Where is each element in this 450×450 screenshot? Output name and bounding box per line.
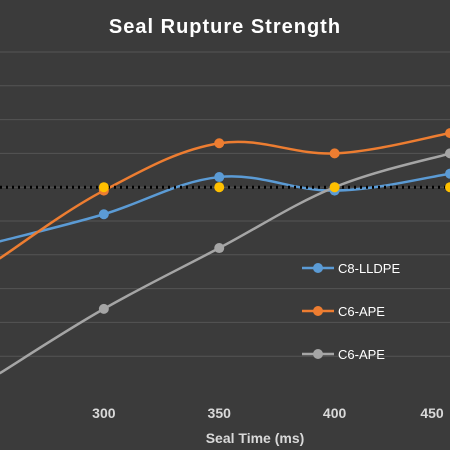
data-point [445, 148, 450, 159]
x-tick-label: 400 [323, 405, 347, 421]
x-axis-label: Seal Time (ms) [206, 430, 305, 446]
x-tick-label: 450 [420, 405, 444, 421]
series-0 [0, 168, 450, 243]
legend-label: C6-APE [338, 347, 385, 362]
chart-title: Seal Rupture Strength [109, 16, 341, 38]
x-tick-label: 350 [208, 405, 232, 421]
x-tick-label: 300 [92, 405, 116, 421]
series-line [0, 131, 450, 260]
reference-line-group [0, 182, 450, 193]
legend-entry: C6-APE [302, 347, 385, 362]
reference-marker [98, 182, 109, 193]
reference-marker [329, 182, 340, 193]
gridlines [0, 51, 450, 357]
data-point [214, 172, 225, 183]
series-1 [0, 128, 450, 260]
data-point [98, 303, 109, 314]
legend-entry: C8-LLDPE [302, 261, 400, 276]
legend-swatch-marker [313, 263, 323, 273]
legend-entry: C6-APE [302, 304, 385, 319]
data-point [329, 148, 340, 159]
legend-label: C8-LLDPE [338, 261, 400, 276]
data-point [445, 128, 450, 139]
reference-marker [445, 182, 450, 193]
data-point [214, 243, 225, 254]
x-tick-labels: 300 350 400 450 [92, 405, 444, 421]
series-group [0, 128, 450, 375]
data-point [98, 209, 109, 220]
legend-label: C6-APE [338, 304, 385, 319]
reference-marker [214, 182, 225, 193]
series-line [0, 172, 450, 243]
legend-swatch-marker [313, 349, 323, 359]
data-point [445, 168, 450, 179]
legend-swatch-marker [313, 306, 323, 316]
legend: C8-LLDPE C6-APE C6-APE [302, 261, 400, 362]
data-point [214, 138, 225, 149]
